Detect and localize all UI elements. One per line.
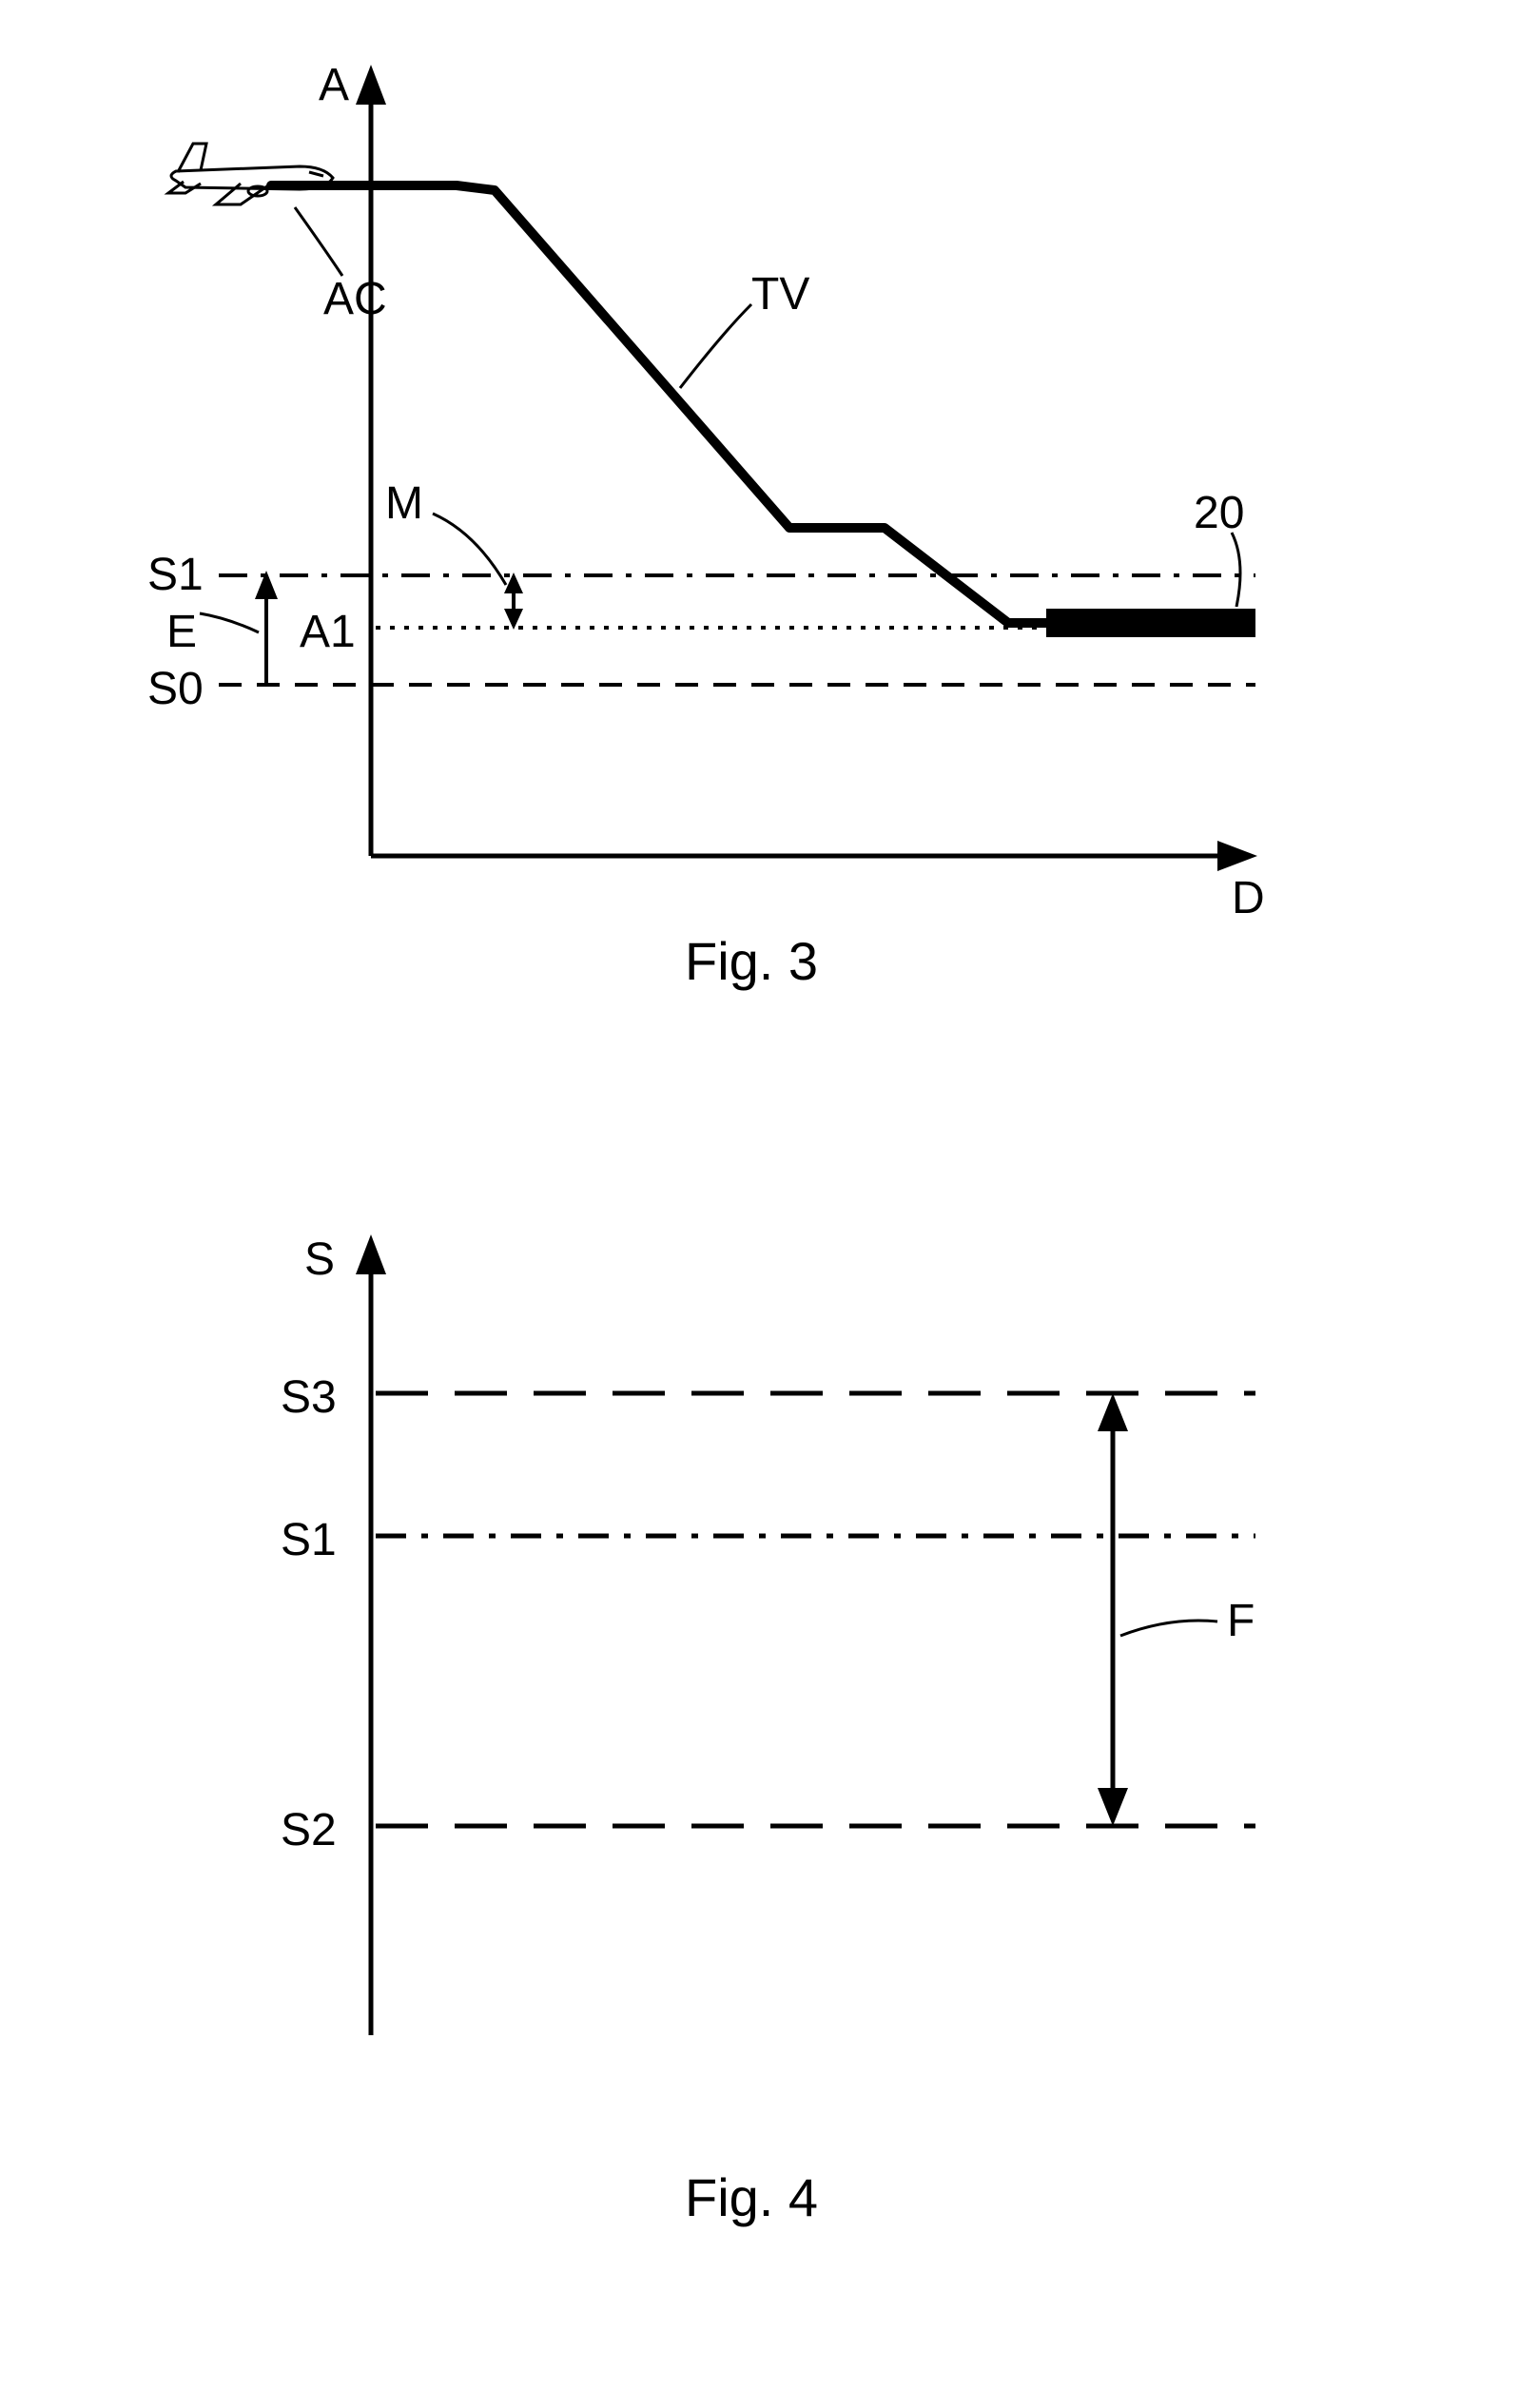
fig3-x-arrowhead xyxy=(1217,841,1257,871)
fig4-s1-label: S1 xyxy=(281,1515,337,1565)
fig3-e-label: E xyxy=(166,607,197,657)
fig3-ac-label: AC xyxy=(323,274,387,324)
fig4: S S3 S1 S2 F Fig. 4 xyxy=(281,1234,1255,2227)
fig4-caption: Fig. 4 xyxy=(685,2167,818,2227)
fig3-x-label: D xyxy=(1232,873,1265,923)
fig4-f-arrow-up xyxy=(1098,1393,1128,1431)
fig4-s3-label: S3 xyxy=(281,1372,337,1423)
fig3-ac-leader xyxy=(295,207,342,276)
fig3-y-arrowhead xyxy=(356,65,386,105)
fig3-a1-label: A1 xyxy=(300,607,356,657)
fig3-20-leader xyxy=(1232,533,1240,607)
fig4-y-arrowhead xyxy=(356,1234,386,1274)
fig4-s2-label: S2 xyxy=(281,1805,337,1855)
fig3: A D S1 A1 S0 E M xyxy=(147,60,1265,991)
fig3-e-leader xyxy=(200,613,259,632)
fig3-caption: Fig. 3 xyxy=(685,931,818,991)
fig3-20-label: 20 xyxy=(1194,488,1244,538)
fig3-y-label: A xyxy=(319,60,349,110)
diagram-svg: A D S1 A1 S0 E M xyxy=(0,0,1537,2408)
fig4-f-label: F xyxy=(1227,1596,1255,1646)
page: A D S1 A1 S0 E M xyxy=(0,0,1537,2408)
fig3-trajectory xyxy=(271,185,1046,623)
fig4-f-leader xyxy=(1120,1621,1217,1636)
fig3-runway xyxy=(1046,609,1255,637)
aircraft-icon xyxy=(168,144,333,204)
fig4-y-label: S xyxy=(304,1234,335,1285)
fig3-e-arrow-head xyxy=(255,571,278,599)
fig4-f-arrow-down xyxy=(1098,1788,1128,1826)
fig3-tv-leader xyxy=(680,304,751,388)
fig3-s1-label: S1 xyxy=(147,550,204,600)
fig3-s0-label: S0 xyxy=(147,664,204,714)
fig3-tv-label: TV xyxy=(751,269,809,320)
fig3-m-label: M xyxy=(385,478,423,529)
